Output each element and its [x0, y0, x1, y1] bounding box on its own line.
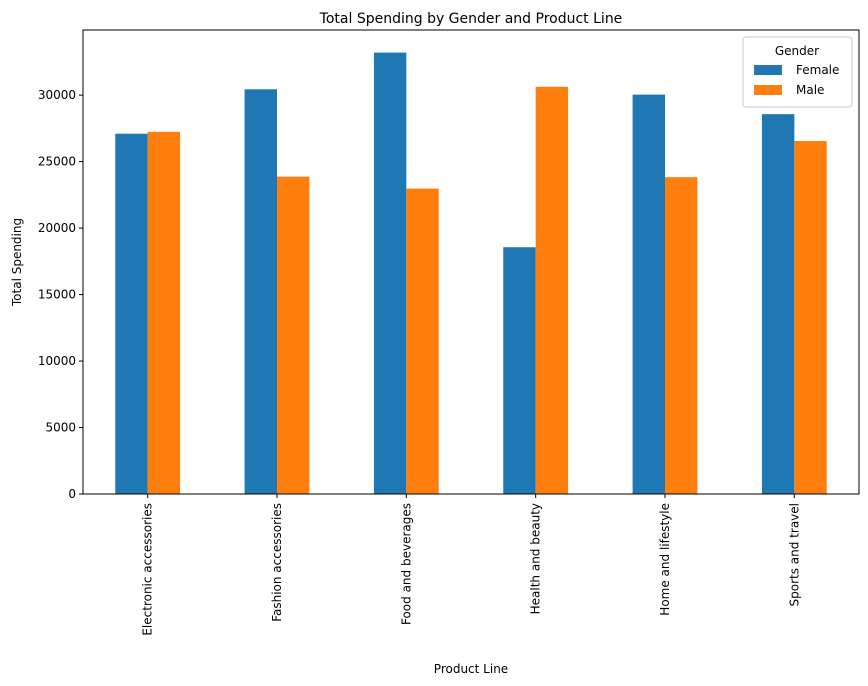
legend-label-female: Female	[796, 63, 839, 77]
legend-swatch-female	[754, 65, 782, 75]
bar-female-0	[115, 133, 148, 494]
chart-title: Total Spending by Gender and Product Lin…	[319, 11, 623, 27]
legend-swatch-male	[754, 85, 782, 95]
x-tick-label-3: Health and beauty	[529, 503, 543, 614]
x-tick-label-0: Electronic accessories	[141, 503, 155, 636]
y-axis: 0 5000 10000 15000 20000 25000 30000	[38, 88, 83, 501]
x-axis-title: Product Line	[434, 662, 508, 676]
y-tick-label-0: 0	[68, 487, 76, 501]
y-tick-label-2: 10000	[38, 354, 76, 368]
y-tick-label-5: 25000	[38, 155, 76, 169]
bar-male-2	[406, 188, 439, 494]
bar-male-5	[794, 141, 827, 494]
bar-male-1	[277, 176, 310, 495]
bar-female-2	[373, 52, 407, 495]
legend: Gender Female Male	[742, 36, 853, 108]
y-tick-label-4: 20000	[38, 221, 76, 235]
legend-title: Gender	[775, 44, 819, 58]
bars	[115, 52, 827, 495]
y-tick-label-6: 30000	[38, 88, 76, 102]
x-tick-label-4: Home and lifestyle	[658, 503, 672, 616]
y-tick-label-1: 5000	[45, 421, 76, 435]
x-tick-label-1: Fashion accessories	[270, 503, 284, 622]
y-tick-label-3: 15000	[38, 288, 76, 302]
bar-male-0	[147, 131, 181, 494]
legend-label-male: Male	[796, 83, 824, 97]
bar-female-5	[761, 114, 795, 494]
x-axis: Electronic accessories Fashion accessorie…	[141, 494, 801, 636]
x-tick-label-2: Food and beverages	[399, 503, 413, 625]
bar-male-3	[535, 86, 569, 494]
plot-area-frame	[82, 29, 860, 495]
x-tick-label-5: Sports and travel	[787, 503, 801, 606]
y-axis-title: Total Spending	[10, 218, 24, 307]
bar-male-4	[665, 177, 698, 495]
legend-items: Female Male	[754, 63, 839, 97]
bar-female-4	[632, 94, 665, 495]
bar-female-3	[503, 247, 536, 494]
bar-female-1	[244, 89, 277, 495]
